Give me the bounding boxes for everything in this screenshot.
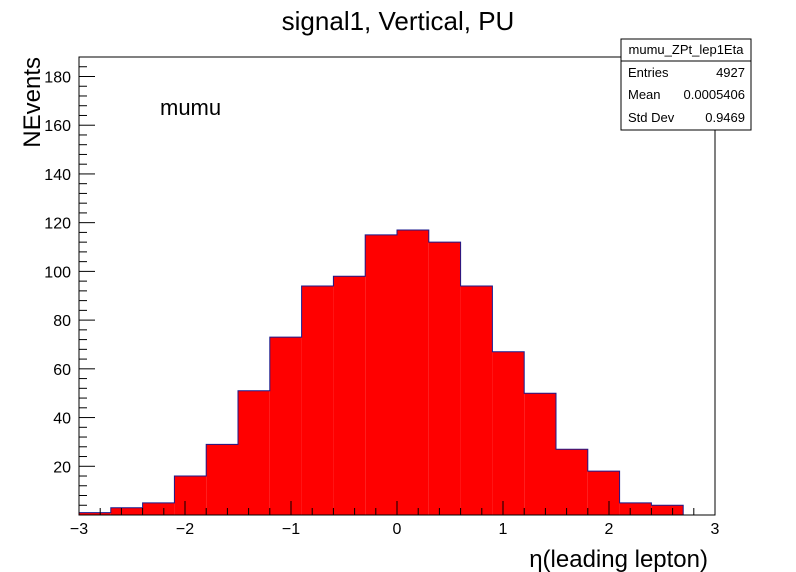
y-tick-label: 100 [44, 264, 71, 281]
plot-frame [78, 56, 716, 516]
histogram-bar [428, 242, 461, 516]
x-tick-label: 2 [605, 521, 614, 538]
histogram-bar [301, 286, 334, 515]
x-tick-label: 1 [499, 521, 508, 538]
y-tick-label: 180 [44, 69, 71, 86]
x-tick-label: −3 [70, 521, 88, 538]
y-tick-label: 60 [53, 362, 71, 379]
x-axis-title: η(leading lepton) [529, 546, 708, 572]
chart-title: signal1, Vertical, PU [282, 6, 515, 36]
histogram-bar [110, 507, 143, 515]
x-tick-label: −2 [176, 521, 194, 538]
stats-box-name: mumu_ZPt_lep1Eta [629, 42, 745, 57]
histogram-bar [587, 471, 620, 515]
histogram-bar [619, 502, 652, 515]
x-tick-label: 3 [711, 521, 720, 538]
stats-box: mumu_ZPt_lep1Eta Entries 4927 Mean 0.000… [620, 38, 752, 131]
histogram-bar [333, 276, 366, 515]
y-tick-label: 160 [44, 118, 71, 135]
histogram-bar [269, 337, 302, 515]
stats-box-frame [620, 38, 752, 131]
histogram-bar [142, 502, 175, 515]
histogram-bar [238, 390, 270, 515]
stats-stddev-value: 0.9469 [705, 110, 745, 125]
histogram-bar [79, 512, 111, 515]
bars-layer [79, 229, 684, 516]
stats-stddev-label: Std Dev [628, 110, 675, 125]
stats-mean-value: 0.0005406 [684, 87, 745, 102]
histogram-bar [556, 449, 588, 515]
ticks-layer: −3 −2 −1 0 1 2 3 20 40 60 80 100 120 140 160 180 [44, 66, 720, 538]
channel-annotation: mumu [160, 95, 221, 120]
y-tick-label: 140 [44, 167, 71, 184]
histogram-bar [524, 393, 556, 515]
histogram-outline [79, 229, 715, 516]
histogram-bar [460, 286, 493, 515]
stats-entries-value: 4927 [716, 65, 745, 80]
histogram-bar [651, 505, 684, 515]
x-tick-label: −1 [282, 521, 300, 538]
stats-entries-label: Entries [628, 65, 669, 80]
histogram-bar [206, 444, 238, 515]
histogram-bar [174, 476, 207, 515]
y-axis-title: NEvents [19, 57, 46, 148]
y-tick-label: 120 [44, 216, 71, 233]
x-tick-label: 0 [393, 521, 402, 538]
y-tick-label: 40 [53, 411, 71, 428]
histogram-bar [492, 351, 525, 515]
histogram-bar [365, 234, 397, 515]
histogram-bar [397, 229, 429, 515]
stats-mean-label: Mean [628, 87, 661, 102]
y-tick-label: 80 [53, 313, 71, 330]
y-tick-label: 20 [53, 459, 71, 476]
